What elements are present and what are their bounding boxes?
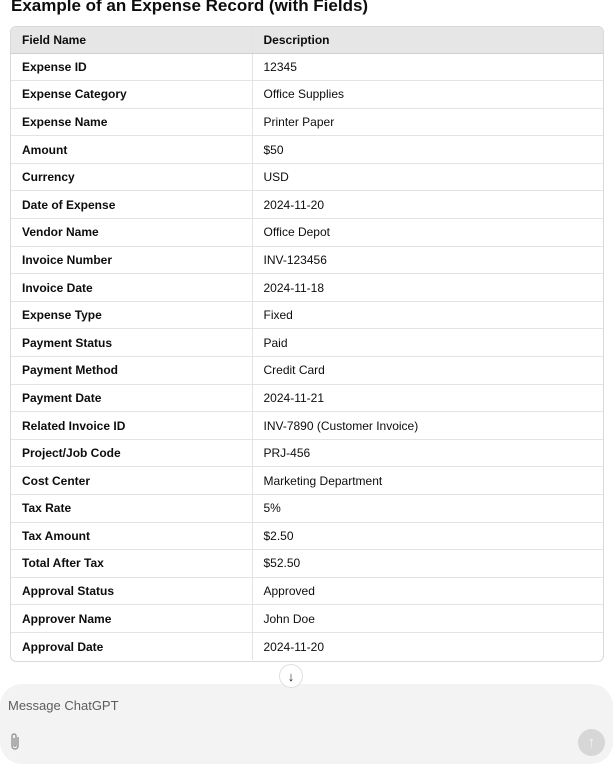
table-row: Expense ID 12345 <box>11 53 603 82</box>
description-cell: INV-123456 <box>252 246 603 275</box>
field-name-cell: Payment Date <box>11 384 253 413</box>
table-row: Amount $50 <box>11 135 603 164</box>
field-name-cell: Approval Status <box>11 577 253 606</box>
description-cell: USD <box>252 163 603 192</box>
description-cell: Office Depot <box>252 218 603 247</box>
description-cell: $52.50 <box>252 549 603 578</box>
field-name-cell: Approver Name <box>11 604 253 633</box>
field-name-cell: Approval Date <box>11 632 253 661</box>
table-row: Related Invoice ID INV-7890 (Customer Inv… <box>11 411 603 440</box>
description-cell: Marketing Department <box>252 466 603 495</box>
description-cell: 2024-11-18 <box>252 273 603 302</box>
description-cell: 5% <box>252 494 603 523</box>
table-row: Cost Center Marketing Department <box>11 466 603 495</box>
description-cell: $50 <box>252 135 603 164</box>
field-name-cell: Expense Name <box>11 108 253 137</box>
field-name-cell: Related Invoice ID <box>11 411 253 440</box>
table-row: Approval Status Approved <box>11 577 603 606</box>
field-name-cell: Currency <box>11 163 253 192</box>
scroll-to-bottom-button[interactable]: ↓ <box>279 664 303 688</box>
table-row: Payment Date 2024-11-21 <box>11 384 603 413</box>
table-row: Invoice Number INV-123456 <box>11 246 603 275</box>
field-name-cell: Total After Tax <box>11 549 253 578</box>
field-name-cell: Expense Type <box>11 301 253 330</box>
description-cell: 2024-11-21 <box>252 384 603 413</box>
description-cell: $2.50 <box>252 522 603 551</box>
table-row: Total After Tax $52.50 <box>11 549 603 578</box>
description-cell: Office Supplies <box>252 80 603 109</box>
table-row: Expense Type Fixed <box>11 301 603 330</box>
field-name-cell: Payment Status <box>11 328 253 358</box>
paperclip-icon[interactable] <box>7 732 23 752</box>
description-cell: INV-7890 (Customer Invoice) <box>252 411 603 440</box>
message-input[interactable]: Message ChatGPT <box>8 698 119 713</box>
description-cell: 2024-11-20 <box>263 639 325 654</box>
description-cell: 12345 <box>252 53 603 82</box>
arrow-up-icon: ↑ <box>587 734 596 751</box>
page-title: Example of an Expense Record (with Field… <box>11 0 369 15</box>
table-row: Tax Amount $2.50 <box>11 522 603 551</box>
table-header-row: Field Name Description <box>11 27 603 54</box>
table-row: Approval Date 2024-11-20 <box>11 632 603 661</box>
table-row: Payment Method Credit Card <box>11 356 603 385</box>
field-name-cell: Payment Method <box>11 356 253 385</box>
table-row: Payment Status Paid <box>11 328 603 358</box>
description-cell: 2024-11-20 <box>252 190 603 220</box>
table-row: Expense Name Printer Paper <box>11 108 603 137</box>
table-row: Currency USD <box>11 163 603 192</box>
description-cell: PRJ-456 <box>252 439 603 468</box>
description-cell: Approved <box>252 577 603 606</box>
description-cell: John Doe <box>252 604 603 633</box>
send-button[interactable]: ↑ <box>578 729 605 756</box>
arrow-down-icon: ↓ <box>287 668 295 684</box>
table-row: Project/Job Code PRJ-456 <box>11 439 603 468</box>
field-name-cell: Project/Job Code <box>11 439 253 468</box>
description-cell: Credit Card <box>252 356 603 385</box>
field-name-cell: Date of Expense <box>11 190 253 220</box>
field-name-cell: Tax Amount <box>11 522 253 551</box>
column-header-description: Description <box>252 27 603 54</box>
message-composer[interactable]: Message ChatGPT ↑ <box>0 684 613 764</box>
column-header-field-name: Field Name <box>11 27 253 54</box>
field-name-cell: Invoice Date <box>11 273 253 302</box>
description-cell: Paid <box>252 328 603 358</box>
description-cell: Printer Paper <box>252 108 603 137</box>
table-row: Date of Expense 2024-11-20 <box>11 190 603 220</box>
description-cell: Fixed <box>252 301 603 330</box>
field-name-cell: Vendor Name <box>11 218 253 247</box>
table-row: Tax Rate 5% <box>11 494 603 523</box>
field-name-cell: Tax Rate <box>11 494 253 523</box>
field-name-cell: Cost Center <box>11 466 253 495</box>
field-name-cell: Amount <box>11 135 253 164</box>
expense-record-table: Field Name Description Expense ID 12345 Ex… <box>10 26 604 662</box>
table-row: Expense Category Office Supplies <box>11 80 603 109</box>
field-name-cell: Expense ID <box>11 53 253 82</box>
table-row: Vendor Name Office Depot <box>11 218 603 247</box>
table-row: Approver Name John Doe <box>11 604 603 633</box>
field-name-cell: Invoice Number <box>11 246 253 275</box>
table-row: Invoice Date 2024-11-18 <box>11 273 603 302</box>
field-name-cell: Expense Category <box>11 80 253 109</box>
